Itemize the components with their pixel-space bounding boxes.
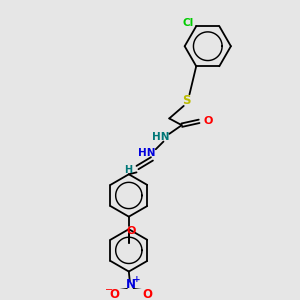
Text: Cl: Cl (182, 18, 193, 28)
Text: O: O (203, 116, 212, 126)
Text: O: O (110, 288, 119, 300)
Text: S: S (182, 94, 191, 106)
Text: N: N (126, 278, 136, 291)
Text: HN: HN (138, 148, 156, 158)
Text: +: + (133, 275, 140, 284)
Text: HN: HN (152, 132, 169, 142)
Text: O: O (142, 288, 152, 300)
Text: −: − (104, 285, 113, 295)
Text: O: O (126, 226, 135, 236)
Text: H: H (124, 165, 132, 176)
